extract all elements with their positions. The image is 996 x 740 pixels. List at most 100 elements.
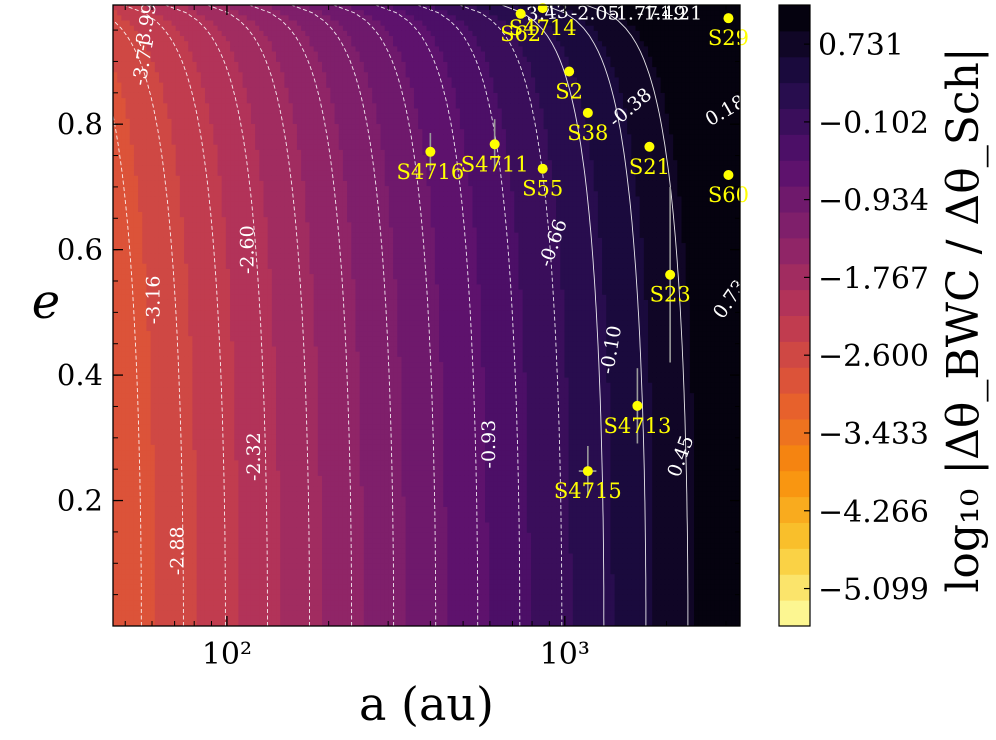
heat-cell [167,15,173,22]
heat-cell [723,118,729,125]
heat-cell [351,139,357,146]
heat-cell [342,20,348,27]
heat-cell [531,92,536,99]
heat-cell [179,77,185,84]
heat-cell [188,56,194,63]
heat-cell [576,46,582,53]
heat-cell [501,51,507,58]
heat-cell [133,139,139,146]
heat-cell [731,165,737,172]
heat-cell [146,25,152,32]
heat-cell [572,41,578,47]
heat-cell [627,61,632,68]
heat-cell [271,149,277,156]
heat-cell [564,5,570,11]
heat-cell [246,87,252,94]
heat-cell [514,56,520,63]
heat-cell [397,124,403,130]
heat-cell [338,82,344,89]
heat-cell [643,25,649,32]
heat-cell [468,139,474,146]
heat-cell [171,144,177,151]
heat-cell [280,118,285,125]
heat-cell [505,56,511,63]
heat-cell [129,98,135,104]
heat-cell [618,5,624,11]
heat-cell [727,124,733,130]
heat-cell [363,77,369,84]
heat-cell [246,36,252,42]
heat-cell [476,149,482,156]
heat-cell [526,67,532,73]
heat-cell [547,113,553,120]
heat-cell [439,113,444,120]
heat-cell [606,30,612,37]
heat-cell [301,175,306,182]
heat-cell [150,118,156,125]
heat-cell [246,170,252,177]
heat-cell [443,144,448,151]
heat-cell [564,46,570,53]
heat-cell [351,98,357,104]
heat-cell [117,98,122,104]
heat-cell [631,144,637,151]
heat-cell [560,72,566,79]
heat-cell [263,108,269,115]
heat-cell [455,41,461,47]
heat-cell [225,124,231,130]
heat-cell [430,20,436,27]
heat-cell [497,92,503,99]
heat-cell [606,61,612,68]
heat-cell [125,175,131,182]
heat-cell [673,103,678,110]
heat-cell [163,82,168,89]
heat-cell [660,149,666,156]
heat-cell [342,108,348,115]
heat-cell [213,82,219,89]
heat-cell [322,129,327,135]
heat-cell [179,149,185,156]
heat-cell [531,108,536,115]
heat-cell [706,139,712,146]
heat-cell [125,72,131,79]
heat-cell [652,144,657,151]
heat-cell [464,67,469,73]
heat-cell [514,108,520,115]
heat-cell [355,144,361,151]
heat-cell [363,46,369,53]
heat-cell [334,98,340,104]
heat-cell [622,149,628,156]
heat-cell [334,160,340,167]
heat-cell [689,170,695,177]
heat-cell [271,25,277,32]
heat-cell [267,46,273,53]
heat-cell [393,92,398,99]
heat-cell [576,165,582,172]
heat-cell [271,61,277,68]
heat-cell [150,144,156,151]
heat-cell [405,46,411,53]
heat-cell [664,46,670,53]
heat-cell [259,170,265,177]
heat-cell [255,175,260,182]
heat-cell [242,134,248,141]
heat-cell [702,103,708,110]
heat-cell [255,92,260,99]
heat-cell [213,98,219,104]
heat-cell [142,165,148,172]
heat-cell [489,72,494,79]
heat-cell [163,67,168,73]
heat-cell [535,41,540,47]
heat-cell [267,129,273,135]
heat-cell [405,82,411,89]
heat-cell [493,108,499,115]
heat-cell [639,118,645,125]
heat-cell [322,165,327,172]
heat-cell [334,77,340,84]
heat-cell [142,15,148,22]
heat-cell [505,30,511,37]
heat-cell [581,165,586,172]
heat-cell [204,72,210,79]
heat-cell [727,113,733,120]
heat-cell [276,103,281,110]
